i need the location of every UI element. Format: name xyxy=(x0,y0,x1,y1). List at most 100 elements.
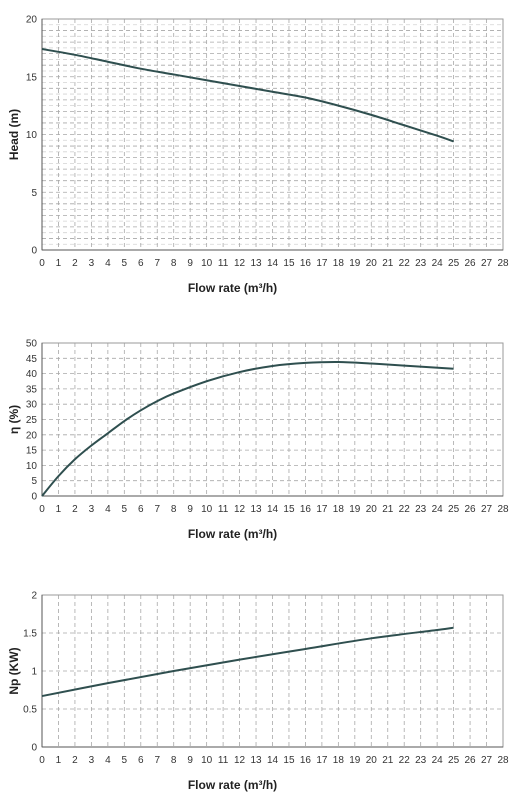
x-tick-label: 22 xyxy=(399,258,411,269)
grid xyxy=(42,19,504,250)
x-tick-label: 11 xyxy=(218,258,229,269)
x-tick-label: 15 xyxy=(283,504,295,515)
x-tick-label: 20 xyxy=(366,504,378,515)
x-tick-label: 10 xyxy=(201,755,213,766)
x-tick-label: 11 xyxy=(218,755,229,766)
x-tick-label: 25 xyxy=(448,755,460,766)
x-tick-label: 17 xyxy=(316,755,328,766)
x-tick-label: 26 xyxy=(465,258,477,269)
x-tick-label: 19 xyxy=(349,258,361,269)
x-tick-label: 28 xyxy=(497,755,509,766)
x-tick-label: 19 xyxy=(349,504,361,515)
x-tick-label: 5 xyxy=(122,504,128,515)
x-tick-label: 13 xyxy=(250,755,262,766)
x-tick-label: 24 xyxy=(432,504,444,515)
power-chart: 0 1 2 3 4 5 6 7 8 9 10 11 12 13 14 15 16 17 18 19 20 21 22 23 24… xyxy=(7,591,509,793)
x-tick-label: 18 xyxy=(333,504,345,515)
x-tick-label: 14 xyxy=(267,504,279,515)
x-tick-label: 4 xyxy=(105,755,111,766)
x-tick-label: 24 xyxy=(432,258,444,269)
y-tick-label: 15 xyxy=(26,72,38,83)
grid xyxy=(42,343,504,496)
y-tick-label: 40 xyxy=(26,369,38,380)
series-line xyxy=(41,626,454,698)
x-tick-label: 25 xyxy=(448,504,460,515)
x-tick-label: 23 xyxy=(415,755,427,766)
x-axis-title: Flow rate (m³/h) xyxy=(188,527,277,541)
efficiency-chart: 0 1 2 3 4 5 6 7 8 9 10 11 12 13 14 15 16 17 18 19 20 21 22 23 24… xyxy=(7,339,509,542)
x-tick-label: 22 xyxy=(399,755,411,766)
x-tick-label: 18 xyxy=(333,258,345,269)
y-tick-label: 0 xyxy=(31,743,37,754)
x-tick-label: 17 xyxy=(316,258,328,269)
x-tick-label: 18 xyxy=(333,755,345,766)
x-tick-label: 5 xyxy=(122,258,128,269)
x-tick-label: 2 xyxy=(72,258,78,269)
x-tick-label: 20 xyxy=(366,755,378,766)
y-tick-label: 0 xyxy=(31,492,37,503)
y-tick-label: 15 xyxy=(26,446,38,457)
x-tick-label: 21 xyxy=(382,755,394,766)
y-tick-label: 2 xyxy=(31,591,37,602)
x-tick-label: 27 xyxy=(481,755,493,766)
x-tick-label: 5 xyxy=(122,755,128,766)
x-tick-label: 0 xyxy=(39,258,45,269)
x-tick-label: 12 xyxy=(234,504,246,515)
x-tick-label: 25 xyxy=(448,258,460,269)
x-tick-label: 26 xyxy=(465,504,477,515)
x-tick-label: 19 xyxy=(349,755,361,766)
y-tick-label: 45 xyxy=(26,354,38,365)
x-tick-label: 26 xyxy=(465,755,477,766)
x-tick-label: 8 xyxy=(171,258,177,269)
x-tick-label: 21 xyxy=(382,258,394,269)
x-tick-label: 27 xyxy=(481,258,493,269)
y-tick-label: 20 xyxy=(26,15,38,26)
grid xyxy=(42,595,504,747)
x-tick-label: 13 xyxy=(250,258,262,269)
x-tick-label: 3 xyxy=(89,258,95,269)
x-tick-label: 15 xyxy=(283,258,295,269)
x-tick-label: 20 xyxy=(366,258,378,269)
head-chart: 0 1 2 3 4 5 6 7 8 9 10 11 12 13 14 15 16 17 18 19 20 21 22 23 24… xyxy=(7,15,509,296)
x-tick-label: 0 xyxy=(39,755,45,766)
x-tick-label: 3 xyxy=(89,755,95,766)
y-tick-label: 30 xyxy=(26,400,38,411)
x-tick-label: 9 xyxy=(187,258,193,269)
x-tick-label: 6 xyxy=(138,755,144,766)
series-line xyxy=(41,48,454,143)
y-tick-label: 0.5 xyxy=(23,705,37,716)
x-tick-label: 16 xyxy=(300,504,312,515)
y-tick-label: 5 xyxy=(31,188,37,199)
x-tick-label: 3 xyxy=(89,504,95,515)
x-tick-label: 6 xyxy=(138,258,144,269)
x-tick-label: 9 xyxy=(187,755,193,766)
x-tick-label: 21 xyxy=(382,504,394,515)
x-tick-label: 0 xyxy=(39,504,45,515)
y-tick-label: 10 xyxy=(26,130,38,141)
x-tick-label: 10 xyxy=(201,504,213,515)
x-tick-label: 23 xyxy=(415,258,427,269)
x-tick-label: 7 xyxy=(154,504,160,515)
y-tick-label: 5 xyxy=(31,476,37,487)
x-tick-label: 28 xyxy=(497,258,509,269)
x-tick-label: 23 xyxy=(415,504,427,515)
y-tick-label: 0 xyxy=(31,246,37,257)
x-tick-label: 13 xyxy=(250,504,262,515)
x-axis-title: Flow rate (m³/h) xyxy=(188,778,277,792)
x-tick-label: 6 xyxy=(138,504,144,515)
x-tick-label: 12 xyxy=(234,755,246,766)
y-tick-label: 25 xyxy=(26,415,38,426)
x-tick-label: 28 xyxy=(497,504,509,515)
x-tick-label: 11 xyxy=(218,504,229,515)
x-tick-label: 9 xyxy=(187,504,193,515)
x-tick-label: 1 xyxy=(56,755,62,766)
x-tick-label: 14 xyxy=(267,755,279,766)
x-tick-label: 2 xyxy=(72,504,78,515)
series-line xyxy=(41,360,454,497)
x-tick-label: 8 xyxy=(171,504,177,515)
x-tick-label: 16 xyxy=(300,258,312,269)
x-tick-label: 22 xyxy=(399,504,411,515)
x-tick-label: 16 xyxy=(300,755,312,766)
y-tick-label: 1 xyxy=(31,667,37,678)
x-tick-label: 27 xyxy=(481,504,493,515)
